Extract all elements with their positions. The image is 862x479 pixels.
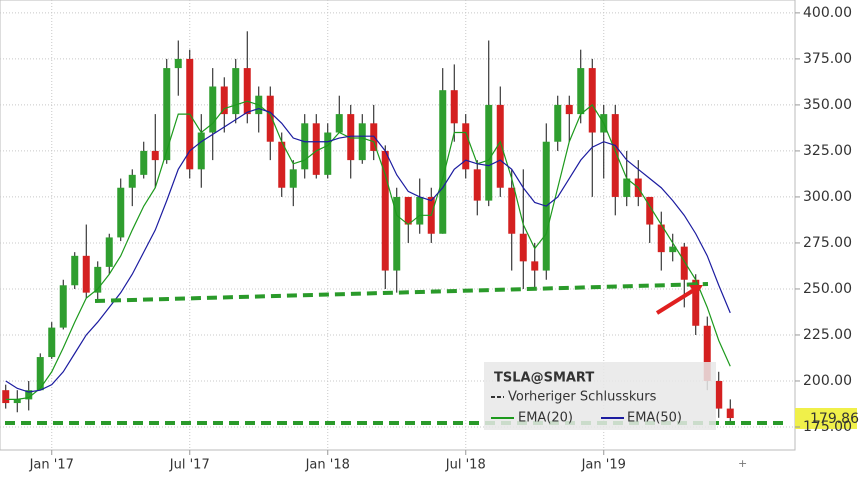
candle-body [36, 357, 44, 391]
ema-line [5, 107, 731, 393]
candle-body [623, 178, 631, 197]
candle-body [565, 104, 573, 115]
candle-body [163, 68, 171, 161]
y-tick-label: 175.00 [803, 419, 852, 435]
candle-body [105, 237, 113, 267]
candle-body [381, 150, 389, 271]
y-tick-label: 375.00 [803, 51, 852, 67]
candle-body [243, 68, 251, 115]
x-tick-label: Jan '19 [581, 458, 626, 473]
x-tick-label: Jan '17 [29, 458, 74, 473]
candle-body [335, 114, 343, 133]
candle-body [485, 104, 493, 201]
candle-body [450, 90, 458, 124]
candle-body [692, 279, 700, 326]
y-tick-label: 325.00 [803, 143, 852, 159]
candle-body [404, 196, 412, 225]
scroll-icon[interactable]: + [738, 457, 747, 470]
x-tick-label: Jul '17 [169, 458, 210, 473]
candle-body [278, 141, 286, 188]
y-tick-label: 400.00 [803, 5, 852, 21]
candle-body [680, 246, 688, 280]
candle-body [48, 327, 56, 358]
candle-body [25, 390, 33, 400]
legend-label[interactable]: EMA(20) [518, 411, 573, 426]
candle-body [646, 196, 654, 225]
x-tick-label: Jan '18 [305, 458, 350, 473]
candle-body [715, 380, 723, 409]
legend-title: TSLA@SMART [494, 371, 594, 386]
candle-body [312, 123, 320, 175]
candle-body [71, 255, 79, 286]
legend-box [484, 362, 716, 430]
y-tick-label: 200.00 [803, 373, 852, 389]
candle-body [462, 123, 470, 170]
candle-body [416, 196, 424, 225]
legend-label: Vorheriger Schlusskurs [508, 390, 657, 405]
candle-body [140, 150, 148, 175]
x-tick-label: Jul '18 [445, 458, 486, 473]
candle-body [669, 246, 677, 253]
candle-body [358, 123, 366, 161]
candle-body [347, 114, 355, 161]
candle-body [151, 150, 159, 161]
y-tick-label: 350.00 [803, 97, 852, 113]
candle-body [301, 123, 309, 170]
candle-body [473, 169, 481, 201]
candle-body [657, 224, 665, 253]
y-tick-label: 225.00 [803, 327, 852, 343]
candle-body [289, 169, 297, 188]
candle-body [128, 174, 136, 188]
candle-body [508, 187, 516, 234]
candle-body [611, 114, 619, 197]
candle-body [266, 95, 274, 142]
candle-body [232, 68, 240, 115]
arrow-head [689, 285, 703, 296]
last-price-box [795, 408, 857, 429]
candle-body [324, 132, 332, 175]
legend: TSLA@SMART Vorheriger Schlusskurs EMA(20… [484, 362, 716, 430]
legend-label[interactable]: EMA(50) [627, 411, 682, 426]
candle-body [174, 58, 182, 69]
support-trendline [94, 282, 709, 303]
candle-body [577, 68, 585, 115]
arrow-shaft [655, 288, 696, 315]
candle-body [703, 325, 711, 381]
candle-body [439, 90, 447, 234]
candle-body [531, 261, 539, 271]
candle-body [13, 399, 21, 404]
candle-body [2, 390, 10, 404]
y-tick-label: 300.00 [803, 189, 852, 205]
candle-body [209, 86, 217, 133]
candle-body [496, 104, 504, 188]
y-tick-label: 275.00 [803, 235, 852, 251]
candle-body [220, 86, 228, 115]
candle-body [393, 196, 401, 271]
candle-body [117, 187, 125, 238]
candle-body [519, 233, 527, 262]
last-price-label: 179.86 [810, 411, 859, 427]
y-tick-label: 250.00 [803, 281, 852, 297]
ema-line [5, 100, 731, 400]
candle-body [726, 408, 734, 419]
candle-body [82, 255, 90, 293]
candle-body [588, 68, 596, 133]
candle-body [94, 266, 102, 293]
candle-body [197, 132, 205, 170]
candle-body [554, 104, 562, 142]
candle-body [59, 285, 67, 328]
